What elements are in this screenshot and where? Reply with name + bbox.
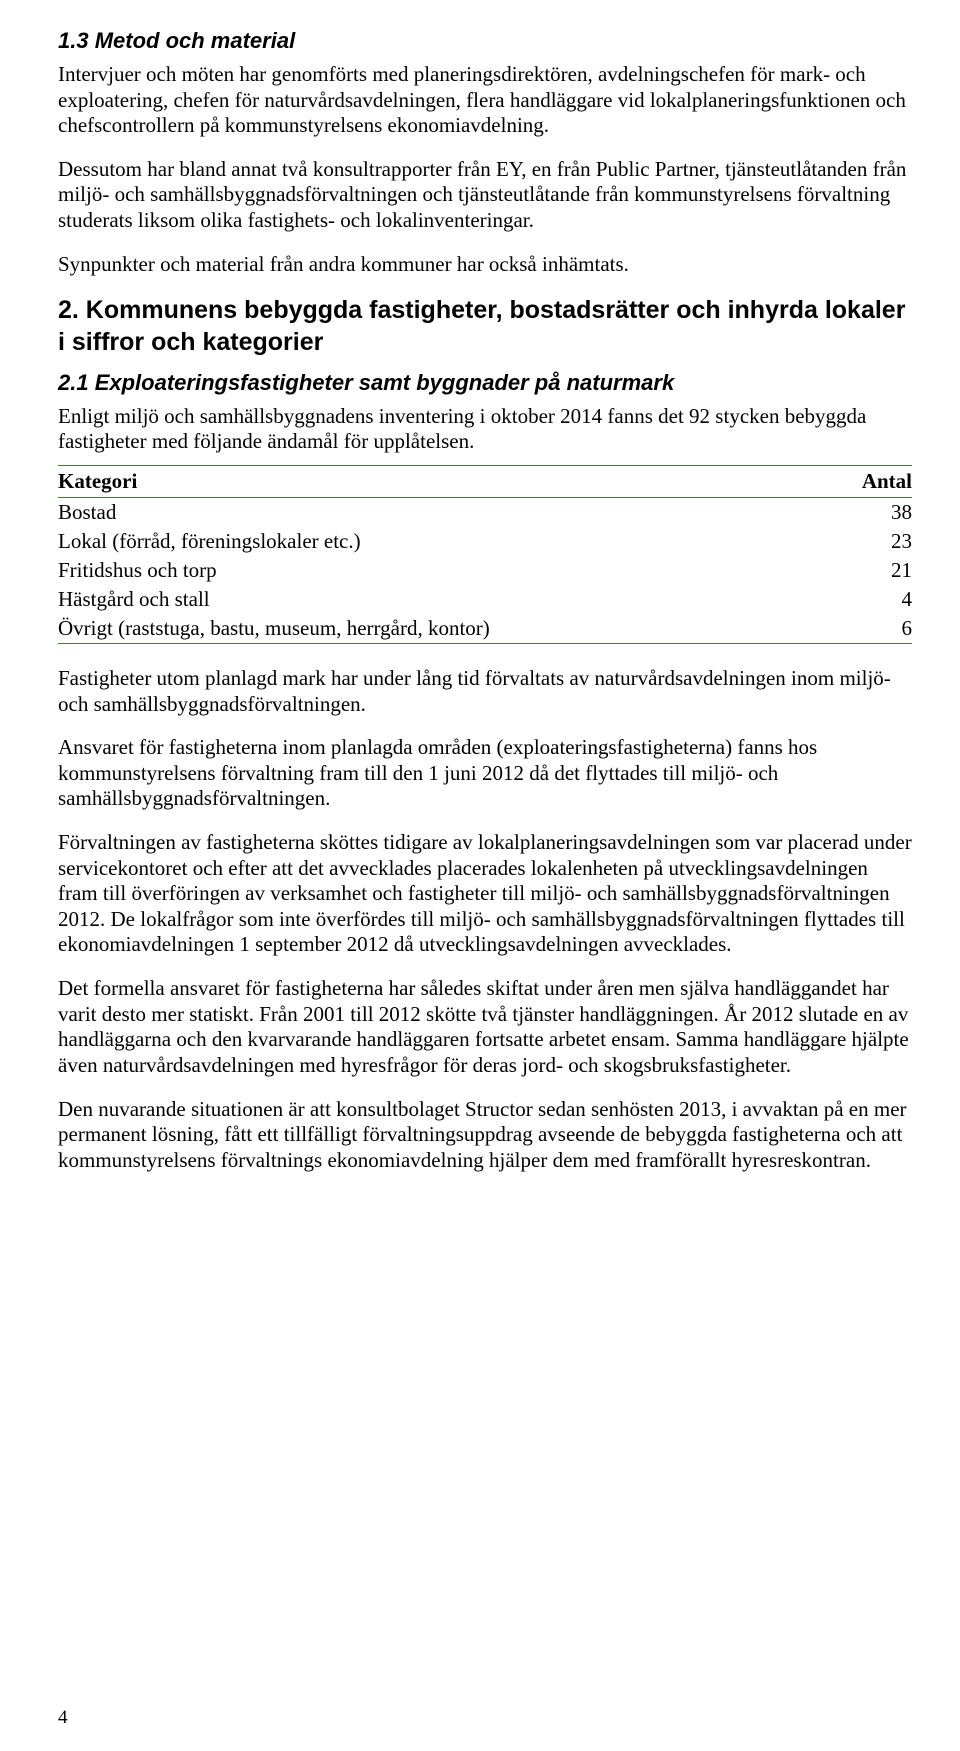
paragraph: Synpunkter och material från andra kommu… — [58, 252, 912, 278]
paragraph: Fastigheter utom planlagd mark har under… — [58, 666, 912, 717]
table-row: Övrigt (raststuga, bastu, museum, herrgå… — [58, 614, 912, 644]
cell-label: Fritidshus och torp — [58, 556, 823, 585]
page-number: 4 — [58, 1707, 68, 1729]
cell-count: 21 — [823, 556, 912, 585]
table-row: Hästgård och stall 4 — [58, 585, 912, 614]
table-row: Fritidshus och torp 21 — [58, 556, 912, 585]
col-header-category: Kategori — [58, 465, 823, 497]
cell-label: Övrigt (raststuga, bastu, museum, herrgå… — [58, 614, 823, 644]
cell-count: 6 — [823, 614, 912, 644]
table-header-row: Kategori Antal — [58, 465, 912, 497]
cell-count: 4 — [823, 585, 912, 614]
paragraph: Dessutom har bland annat två konsultrapp… — [58, 157, 912, 234]
heading-2: 2. Kommunens bebyggda fastigheter, bosta… — [58, 295, 912, 358]
col-header-count: Antal — [823, 465, 912, 497]
paragraph: Förvaltningen av fastigheterna sköttes t… — [58, 830, 912, 958]
cell-label: Hästgård och stall — [58, 585, 823, 614]
cell-label: Bostad — [58, 497, 823, 527]
table-row: Lokal (förråd, föreningslokaler etc.) 23 — [58, 527, 912, 556]
heading-2-1: 2.1 Exploateringsfastigheter samt byggna… — [58, 370, 912, 396]
category-table: Kategori Antal Bostad 38 Lokal (förråd, … — [58, 465, 912, 644]
table-row: Bostad 38 — [58, 497, 912, 527]
paragraph: Enligt miljö och samhällsbyggnadens inve… — [58, 404, 912, 455]
paragraph: Ansvaret för fastigheterna inom planlagd… — [58, 735, 912, 812]
document-page: 1.3 Metod och material Intervjuer och mö… — [0, 0, 960, 1751]
paragraph: Intervjuer och möten har genomförts med … — [58, 62, 912, 139]
heading-1-3: 1.3 Metod och material — [58, 28, 912, 54]
paragraph: Det formella ansvaret för fastigheterna … — [58, 976, 912, 1078]
paragraph: Den nuvarande situationen är att konsult… — [58, 1097, 912, 1174]
cell-count: 38 — [823, 497, 912, 527]
cell-count: 23 — [823, 527, 912, 556]
cell-label: Lokal (förråd, föreningslokaler etc.) — [58, 527, 823, 556]
